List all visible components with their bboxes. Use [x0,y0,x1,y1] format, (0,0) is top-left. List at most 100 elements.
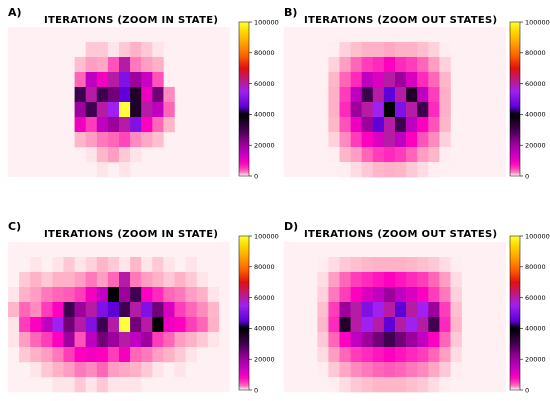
heatmap-cell [185,287,197,303]
heatmap-cell [207,332,220,348]
colorbar-tick-label: 40000 [525,111,546,119]
heatmap-cell [328,347,340,363]
heatmap-cell [152,347,164,363]
heatmap-cell [395,317,407,333]
heatmap-cell [439,347,451,363]
heatmap-cell [63,317,75,333]
heatmap-cell [152,117,164,133]
heatmap-cell [8,317,20,333]
heatmap-cell [119,162,131,178]
heatmap-cell [428,72,440,88]
heatmap-cell [450,272,462,288]
heatmap-cell [328,317,340,333]
heatmap-cell [130,302,142,318]
heatmap-cell [96,42,109,58]
heatmap-cell [85,72,98,88]
heatmap-cell [163,332,175,348]
heatmap-cell [428,147,440,163]
heatmap-cell [119,377,131,393]
heatmap-cell [372,317,385,333]
heatmap-cell [107,57,120,73]
colorbar-tick-label: 0 [254,172,258,180]
heatmap-cell [395,132,407,148]
heatmap-cell [107,257,120,273]
heatmap-cell [417,317,429,333]
heatmap-cell [406,347,418,363]
heatmap-cell [350,132,362,148]
heatmap-cell [428,332,440,348]
heatmap-cell [339,272,351,288]
heatmap-cell [350,272,362,288]
heatmap-cell [395,72,407,88]
heatmap-cell [450,257,462,273]
heatmap-cell [417,72,429,88]
heatmap-cell [328,57,340,73]
heatmap-cell [383,287,396,303]
heatmap-cell [339,102,351,118]
colorbar-tick-label: 100000 [254,232,279,240]
heatmap-cell [428,162,440,178]
heatmap-cell [406,42,418,58]
heatmap-cell [383,302,396,318]
heatmap-cell [406,272,418,288]
heatmap-cell [52,377,64,393]
heatmap-cell [152,42,164,58]
heatmap-cell [372,347,385,363]
colorbar-tick-label: 80000 [525,263,546,271]
heatmap-cell [395,147,407,163]
colorbar [509,235,521,391]
heatmap-cell [119,57,131,73]
heatmap-cell [19,332,31,348]
heatmap-cell [141,117,153,133]
heatmap-cell [96,287,109,303]
heatmap-cell [439,272,451,288]
heatmap-cell [417,57,429,73]
heatmap-cell [350,102,362,118]
heatmap-cell [406,132,418,148]
heatmap-cell [395,272,407,288]
heatmap-cell [152,272,164,288]
heatmap-cell [428,42,440,58]
heatmap-cell [417,102,429,118]
heatmap-cell [41,332,53,348]
heatmap-cell [130,57,142,73]
colorbar-tick-label: 60000 [525,294,546,302]
heatmap-cell [439,362,451,378]
heatmap-cell [395,302,407,318]
heatmap-cell [152,332,164,348]
heatmap-cell [372,257,385,273]
heatmap-cell [361,317,374,333]
heatmap-cell [74,332,86,348]
heatmap-cell [406,332,418,348]
heatmap-cell [317,332,329,348]
heatmap-cell [107,272,120,288]
heatmap-cell [107,147,120,163]
heatmap-cell [52,272,64,288]
colorbar-tick-label: 20000 [525,142,546,150]
heatmap-cell [119,347,131,363]
heatmap-cell [107,317,120,333]
heatmap-cell [85,332,98,348]
heatmap-cell [63,362,75,378]
heatmap-cell [130,347,142,363]
heatmap-cell [406,287,418,303]
heatmap-cell [130,147,142,163]
colorbar-tick-label: 80000 [254,49,275,57]
colorbar [509,21,521,177]
heatmap-cell [119,362,131,378]
heatmap-cell [85,347,98,363]
heatmap-cell [406,87,418,103]
heatmap-cell [130,377,142,393]
heatmap-cell [96,57,109,73]
heatmap-cell [41,317,53,333]
heatmap-cell [174,347,186,363]
heatmap-cell [395,377,407,393]
heatmap-cell [406,377,418,393]
heatmap-cell [372,117,385,133]
colorbar-tick-label: 0 [525,386,529,394]
heatmap-cell [163,102,175,118]
heatmap-cell [63,332,75,348]
heatmap-cell [417,87,429,103]
heatmap-cell [361,117,374,133]
heatmap-cell [141,272,153,288]
